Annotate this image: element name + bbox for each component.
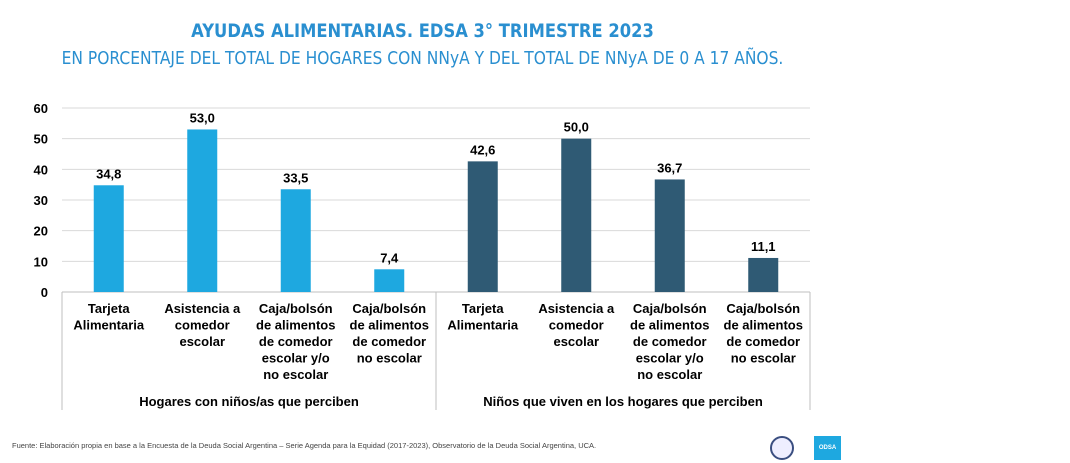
- bar: [93, 185, 124, 292]
- bar: [187, 129, 218, 292]
- y-tick-label: 30: [34, 193, 48, 208]
- bar: [374, 269, 405, 292]
- category-label-line: Asistencia a: [538, 301, 615, 316]
- category-label-line: comedor: [175, 318, 230, 333]
- data-label: 33,5: [283, 170, 308, 185]
- category-label-line: de alimentos: [350, 318, 429, 333]
- category-label-line: Caja/bolsón: [726, 301, 800, 316]
- category-label-line: comedor: [549, 318, 604, 333]
- bar: [280, 189, 311, 292]
- category-label-line: no escolar: [357, 351, 422, 366]
- category-label-line: Tarjeta: [462, 301, 504, 316]
- y-tick-label: 60: [34, 101, 48, 116]
- category-label: Tarjeta Alimentaria: [73, 301, 145, 333]
- bar: [467, 161, 498, 292]
- category-label-line: Caja/bolsón: [352, 301, 426, 316]
- category-label: Caja/bolsón de alimentos de comedor no esco…: [350, 301, 429, 366]
- category-label-line: no escolar: [637, 367, 702, 382]
- category-label-line: Asistencia a: [164, 301, 241, 316]
- data-label: 34,8: [96, 166, 121, 181]
- category-label-line: de alimentos: [256, 318, 335, 333]
- bar: [561, 138, 592, 292]
- category-label-line: de comedor: [633, 334, 707, 349]
- category-label: Tarjeta Alimentaria: [447, 301, 519, 333]
- y-tick-label: 10: [34, 254, 48, 269]
- bar-chart: 0 10 20 30 40 50 60 34,8 Tarjeta Alimentaria 53,0 A…: [34, 101, 811, 410]
- chart-title: AYUDAS ALIMENTARIAS. EDSA 3° TRIMESTRE 2…: [191, 20, 654, 42]
- category-label-line: escolar y/o: [636, 351, 704, 366]
- category-label-line: escolar y/o: [262, 351, 330, 366]
- category-label: Caja/bolsón de alimentos de comedor escolar…: [630, 301, 709, 382]
- source-note: Fuente: Elaboración propia en base a la …: [12, 441, 597, 450]
- bar: [748, 257, 779, 292]
- category-label-line: escolar: [179, 334, 225, 349]
- uca-seal-logo: [770, 436, 794, 460]
- category-label-line: de alimentos: [724, 318, 803, 333]
- bar: [654, 179, 685, 292]
- data-label: 36,7: [657, 160, 682, 175]
- odsa-logo-text: ODSA: [818, 445, 837, 451]
- odsa-logo: ODSA: [814, 436, 841, 460]
- category-label-line: de alimentos: [630, 318, 709, 333]
- category-label-line: de comedor: [352, 334, 426, 349]
- category-label: Asistencia a comedor escolar: [164, 301, 241, 349]
- category-label-line: Alimentaria: [447, 318, 519, 333]
- category-label-line: Alimentaria: [73, 318, 145, 333]
- data-label: 7,4: [380, 250, 399, 265]
- y-tick-label: 0: [41, 285, 48, 300]
- category-label-line: Caja/bolsón: [259, 301, 333, 316]
- category-label-line: Caja/bolsón: [633, 301, 707, 316]
- data-label: 42,6: [470, 142, 495, 157]
- category-label-line: Tarjeta: [88, 301, 130, 316]
- category-label: Caja/bolsón de alimentos de comedor no esco…: [724, 301, 803, 366]
- category-label-line: escolar: [553, 334, 599, 349]
- category-label-line: no escolar: [731, 351, 796, 366]
- y-tick-label: 50: [34, 132, 48, 147]
- data-label: 50,0: [564, 120, 589, 135]
- y-tick-label: 40: [34, 162, 48, 177]
- chart-subtitle: EN PORCENTAJE DEL TOTAL DE HOGARES CON N…: [61, 48, 784, 69]
- data-label: 11,1: [751, 239, 776, 254]
- category-label: Caja/bolsón de alimentos de comedor escolar…: [256, 301, 335, 382]
- category-label-line: de comedor: [259, 334, 333, 349]
- category-label: Asistencia a comedor escolar: [538, 301, 615, 349]
- category-label-line: no escolar: [263, 367, 328, 382]
- group-label: Niños que viven en los hogares que perci…: [483, 394, 763, 409]
- category-label-line: de comedor: [726, 334, 800, 349]
- group-label: Hogares con niños/as que perciben: [139, 394, 359, 409]
- data-label: 53,0: [190, 110, 215, 125]
- y-tick-label: 20: [34, 224, 48, 239]
